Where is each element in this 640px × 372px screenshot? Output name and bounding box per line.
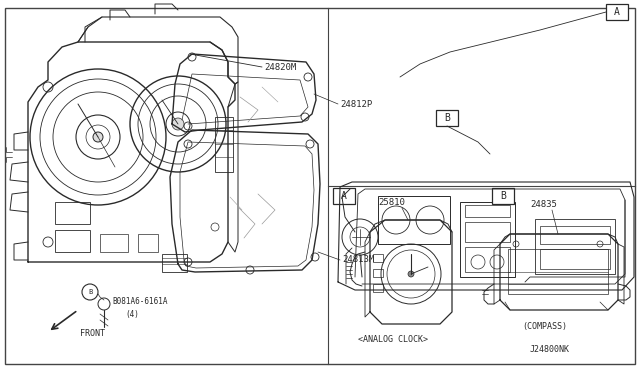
Text: (4): (4) <box>125 310 139 318</box>
Text: 24835: 24835 <box>530 199 557 208</box>
Text: 25810: 25810 <box>378 198 405 206</box>
Bar <box>373 254 383 262</box>
Text: <ANALOG CLOCK>: <ANALOG CLOCK> <box>358 336 428 344</box>
Text: A: A <box>614 7 620 17</box>
Bar <box>162 254 187 272</box>
Bar <box>508 249 608 294</box>
Text: FRONT: FRONT <box>80 330 105 339</box>
Text: B: B <box>88 289 92 295</box>
Bar <box>606 4 628 20</box>
Bar <box>465 205 510 217</box>
Bar <box>378 196 450 244</box>
Text: A: A <box>341 191 347 201</box>
Text: (COMPASS): (COMPASS) <box>522 321 567 330</box>
Bar <box>460 202 515 277</box>
Circle shape <box>93 132 103 142</box>
Bar <box>373 269 383 277</box>
Bar <box>138 234 158 252</box>
Bar <box>436 110 458 126</box>
Bar <box>465 247 510 272</box>
Text: J24800NK: J24800NK <box>530 346 570 355</box>
Circle shape <box>172 118 184 130</box>
Circle shape <box>408 271 414 277</box>
Bar <box>333 188 355 204</box>
Bar <box>215 117 233 172</box>
Text: 24820M: 24820M <box>264 62 296 71</box>
Text: B: B <box>500 191 506 201</box>
Bar <box>540 249 610 269</box>
Text: 24813M: 24813M <box>342 256 374 264</box>
Text: B081A6-6161A: B081A6-6161A <box>112 298 168 307</box>
Text: B: B <box>444 113 450 123</box>
Bar <box>100 234 128 252</box>
Bar <box>492 188 514 204</box>
Text: 24812P: 24812P <box>340 99 372 109</box>
Bar <box>373 284 383 292</box>
Bar <box>55 230 90 252</box>
Bar <box>540 226 610 244</box>
Bar <box>465 222 510 242</box>
Bar <box>535 219 615 274</box>
Bar <box>55 202 90 224</box>
